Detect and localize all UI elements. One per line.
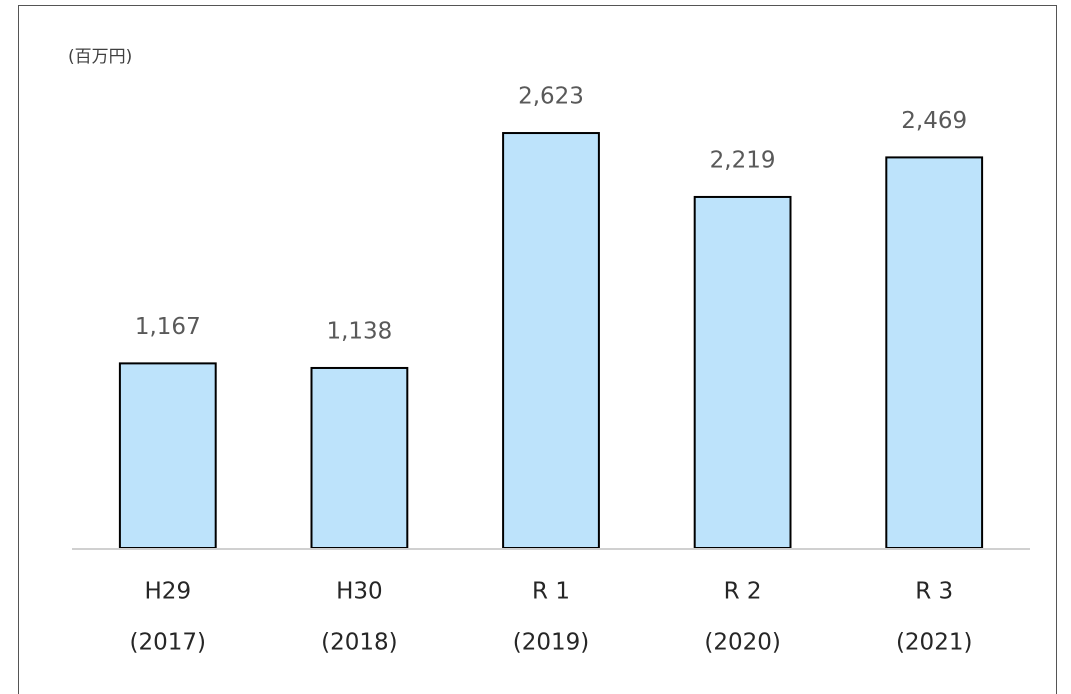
bar bbox=[310, 366, 409, 550]
x-tick-label: R 2 bbox=[724, 579, 762, 605]
bar bbox=[502, 132, 600, 549]
data-label: 2,219 bbox=[710, 147, 776, 173]
x-tick-label: (2017) bbox=[130, 630, 206, 656]
x-tick-label: R 3 bbox=[915, 579, 953, 605]
bar bbox=[693, 195, 792, 549]
x-tick-label: (2021) bbox=[896, 630, 972, 656]
x-tick-label: (2018) bbox=[321, 630, 397, 656]
x-tick-label: (2019) bbox=[513, 630, 589, 656]
bar bbox=[885, 156, 984, 549]
x-tick-label: (2020) bbox=[704, 630, 780, 656]
data-label: 1,167 bbox=[135, 314, 201, 340]
bar bbox=[118, 362, 217, 549]
data-label: 2,469 bbox=[901, 108, 967, 134]
x-tick-label: H30 bbox=[336, 579, 383, 605]
data-label: 1,138 bbox=[326, 318, 392, 344]
unit-label: (百万円) bbox=[68, 47, 132, 67]
x-tick-label: H29 bbox=[145, 579, 192, 605]
data-label: 2,623 bbox=[518, 84, 584, 110]
x-tick-label: R 1 bbox=[532, 579, 570, 605]
